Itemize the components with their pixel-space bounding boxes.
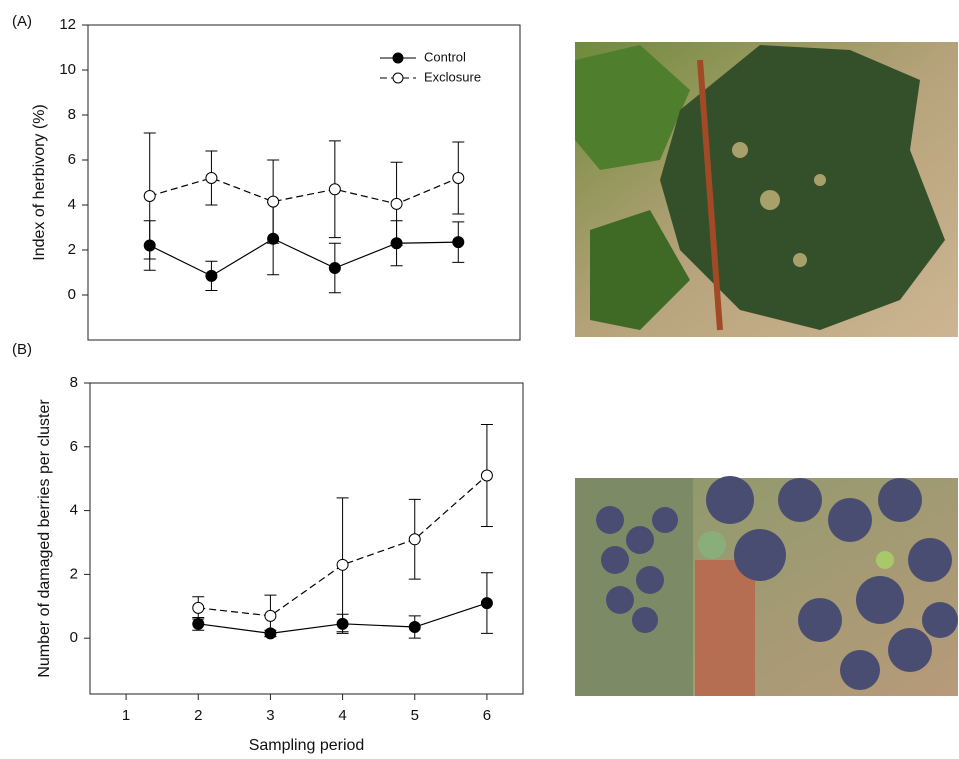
marker xyxy=(453,237,464,248)
panel-label: (A) xyxy=(12,13,32,30)
marker xyxy=(206,173,217,184)
y-tick-label: 8 xyxy=(70,374,78,391)
legend-marker xyxy=(393,73,403,83)
y-tick-label: 0 xyxy=(68,286,76,303)
y-tick-label: 6 xyxy=(70,438,78,455)
x-tick-label: 2 xyxy=(194,707,202,724)
page: {"chart_data": [ {"type": "line", "panel… xyxy=(0,0,959,759)
x-tick-label: 1 xyxy=(122,707,130,724)
y-tick-label: 0 xyxy=(70,629,78,646)
figure: (A)024681012Index of herbivory (%)Contro… xyxy=(0,0,959,759)
y-tick-label: 10 xyxy=(59,61,76,78)
marker xyxy=(391,198,402,209)
y-tick-label: 6 xyxy=(68,151,76,168)
legend-marker xyxy=(393,53,403,63)
marker xyxy=(144,191,155,202)
marker xyxy=(268,196,279,207)
series-line xyxy=(150,239,459,276)
marker xyxy=(193,602,204,613)
x-tick-label: 4 xyxy=(338,707,346,724)
legend-label: Exclosure xyxy=(424,69,481,84)
y-tick-label: 12 xyxy=(59,16,76,33)
marker xyxy=(481,598,492,609)
x-tick-label: 6 xyxy=(483,707,491,724)
marker xyxy=(193,618,204,629)
y-axis-label: Index of herbivory (%) xyxy=(31,104,48,261)
marker xyxy=(206,270,217,281)
leaf-photo xyxy=(575,42,958,337)
legend-label: Control xyxy=(424,49,466,64)
marker xyxy=(453,173,464,184)
x-axis-label: Sampling period xyxy=(249,737,365,754)
plot-frame xyxy=(90,383,523,694)
panel-label: (B) xyxy=(12,341,32,358)
marker xyxy=(265,610,276,621)
series-line xyxy=(150,178,459,204)
marker xyxy=(329,263,340,274)
y-tick-label: 2 xyxy=(70,565,78,582)
marker xyxy=(337,559,348,570)
y-axis-label: Number of damaged berries per cluster xyxy=(36,399,53,678)
marker xyxy=(329,184,340,195)
y-tick-label: 8 xyxy=(68,106,76,123)
y-tick-label: 2 xyxy=(68,241,76,258)
x-tick-label: 3 xyxy=(266,707,274,724)
grape-photo xyxy=(575,476,958,696)
marker xyxy=(409,534,420,545)
y-tick-label: 4 xyxy=(68,196,76,213)
y-tick-label: 4 xyxy=(70,502,78,519)
x-tick-label: 5 xyxy=(411,707,419,724)
marker xyxy=(409,622,420,633)
marker xyxy=(481,470,492,481)
